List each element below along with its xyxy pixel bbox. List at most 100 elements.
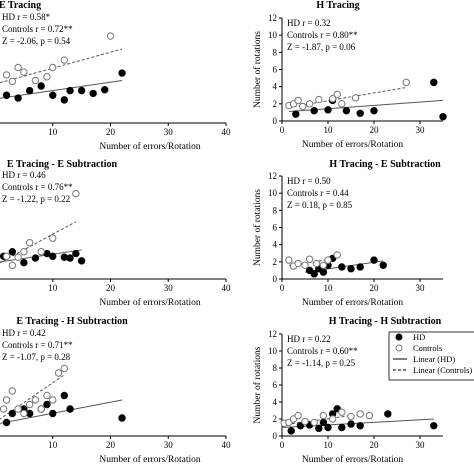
stat-line: Z = 0.18, p = 0.85 bbox=[287, 200, 353, 210]
stat-label: HD bbox=[287, 18, 302, 28]
point-hd bbox=[14, 94, 22, 102]
legend-box bbox=[388, 331, 474, 381]
point-controls bbox=[2, 396, 11, 404]
y-tick-label: 0 bbox=[273, 116, 278, 126]
stat-value: r = 0.42 bbox=[17, 328, 45, 338]
point-controls bbox=[365, 411, 374, 420]
x-tick-label: 40 bbox=[222, 127, 232, 137]
y-tick-label: 10 bbox=[268, 346, 278, 356]
stat-value: r = 0.44 bbox=[320, 188, 349, 198]
y-tick-label: 10 bbox=[268, 188, 278, 198]
point-hd bbox=[66, 405, 74, 413]
point-controls bbox=[49, 63, 57, 72]
chart-title: E Tracing - E Subtraction bbox=[7, 159, 118, 170]
x-axis-label: Number of errors/Rotation bbox=[99, 297, 201, 308]
legend-label: Controls bbox=[413, 343, 442, 353]
x-tick-label: 30 bbox=[416, 283, 426, 293]
stat-label: HD bbox=[287, 176, 302, 186]
point-hd bbox=[356, 109, 364, 117]
stat-label: Controls bbox=[287, 188, 320, 198]
point-hd bbox=[72, 249, 80, 258]
point-controls bbox=[25, 400, 34, 409]
point-hd bbox=[37, 82, 45, 90]
point-controls bbox=[2, 252, 11, 260]
point-controls bbox=[294, 96, 302, 105]
panel-p6: H Tracing - H Subtraction 0 10 20 30 0 2 4 6 8 10 1… bbox=[252, 316, 474, 465]
x-tick-label: 20 bbox=[370, 125, 380, 135]
point-controls bbox=[49, 234, 57, 242]
x-tick-label: 10 bbox=[324, 440, 334, 450]
point-controls bbox=[72, 189, 80, 198]
point-hd bbox=[379, 261, 387, 269]
point-controls bbox=[8, 261, 17, 270]
x-tick-label: 10 bbox=[48, 127, 58, 137]
y-tick-label: 12 bbox=[268, 13, 277, 23]
point-hd bbox=[20, 258, 28, 267]
point-controls bbox=[20, 248, 28, 256]
point-controls bbox=[301, 261, 309, 269]
point-hd bbox=[296, 422, 305, 430]
point-hd bbox=[310, 270, 318, 278]
stat-line: HD r = 0.32 bbox=[287, 18, 331, 28]
stat-line: HD r = 0.42 bbox=[2, 328, 46, 338]
y-tick-label: 10 bbox=[268, 30, 278, 40]
legend-marker-controls bbox=[395, 344, 403, 352]
point-controls bbox=[305, 255, 314, 263]
stat-label: HD bbox=[2, 328, 17, 338]
stat-line: Controls r = 0.71** bbox=[2, 340, 73, 350]
point-controls bbox=[25, 238, 34, 247]
point-controls bbox=[8, 77, 17, 86]
point-controls bbox=[294, 411, 302, 420]
x-tick-label: 10 bbox=[324, 283, 334, 293]
y-tick-label: 6 bbox=[273, 223, 278, 233]
stat-label: Controls bbox=[287, 346, 320, 356]
x-axis-label: Number of errors/Rotation bbox=[99, 141, 201, 152]
point-hd bbox=[430, 78, 438, 87]
point-controls bbox=[333, 251, 341, 259]
stat-label: HD bbox=[2, 170, 17, 180]
point-hd bbox=[439, 113, 447, 121]
stat-value: r = 0.80** bbox=[320, 30, 358, 40]
point-hd bbox=[384, 410, 392, 418]
point-controls bbox=[14, 405, 22, 413]
y-tick-label: 12 bbox=[268, 329, 277, 339]
point-controls bbox=[2, 71, 11, 79]
point-hd bbox=[2, 418, 11, 427]
x-tick-label: 0 bbox=[280, 125, 285, 135]
point-controls bbox=[31, 396, 40, 404]
point-hd bbox=[60, 391, 69, 400]
fit-line-hd bbox=[0, 399, 123, 424]
stat-line: Z = -1.87, p = 0.06 bbox=[287, 42, 356, 52]
y-tick-label: 0 bbox=[273, 431, 278, 441]
y-tick-label: 12 bbox=[268, 171, 277, 181]
chart-title: E Tracing - H Subtraction bbox=[16, 316, 128, 327]
point-hd bbox=[89, 89, 97, 98]
point-hd bbox=[292, 110, 300, 118]
fit-line-controls bbox=[0, 374, 65, 420]
stat-value: r = 0.58* bbox=[17, 12, 50, 22]
stat-line: HD r = 0.22 bbox=[287, 334, 331, 344]
x-tick-label: 40 bbox=[222, 283, 232, 293]
y-axis-label: Number of rotations bbox=[252, 189, 263, 266]
legend-marker-hd bbox=[395, 333, 403, 341]
point-controls bbox=[315, 95, 323, 104]
point-controls bbox=[328, 415, 337, 423]
x-tick-label: 0 bbox=[280, 283, 285, 293]
stat-value: r = 0.32 bbox=[302, 18, 330, 28]
point-controls bbox=[8, 387, 17, 395]
point-controls bbox=[43, 391, 51, 400]
stat-value: r = 0.22 bbox=[302, 334, 330, 344]
stat-line: Controls r = 0.80** bbox=[287, 30, 358, 40]
stat-label: Z bbox=[287, 42, 295, 52]
panel-p2: H Tracing 0 10 20 30 0 2 4 6 8 10 12 Number of error… bbox=[252, 0, 447, 150]
point-controls bbox=[301, 417, 309, 426]
point-hd bbox=[347, 420, 355, 428]
x-tick-label: 10 bbox=[48, 283, 58, 293]
point-hd bbox=[430, 422, 438, 430]
point-controls bbox=[328, 94, 337, 103]
stat-line: Z = -1.07, p = 0.28 bbox=[2, 352, 71, 362]
point-hd bbox=[118, 69, 126, 77]
chart-title: H Tracing - E Subtraction bbox=[329, 159, 441, 170]
